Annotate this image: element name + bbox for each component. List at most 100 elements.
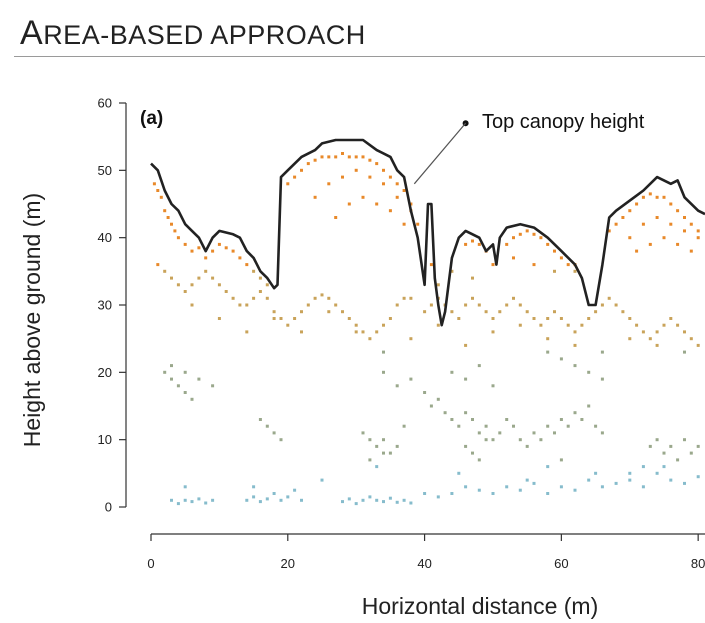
return-point xyxy=(347,317,351,320)
page-title: AREA-BASED APPROACH xyxy=(20,14,366,53)
return-point xyxy=(512,296,515,300)
return-point xyxy=(409,337,413,341)
x-tick-label: 20 xyxy=(281,556,295,571)
return-point xyxy=(183,391,187,394)
return-point xyxy=(683,481,686,485)
return-point xyxy=(498,310,502,314)
return-point xyxy=(409,202,413,206)
return-point xyxy=(532,232,536,236)
title-rest: REA-BASED APPROACH xyxy=(43,20,366,50)
return-point xyxy=(429,404,433,408)
return-point xyxy=(553,269,556,273)
return-point xyxy=(683,229,686,233)
return-point xyxy=(395,195,399,199)
return-point xyxy=(279,498,283,502)
return-point xyxy=(662,236,666,240)
return-point xyxy=(676,323,680,327)
return-point xyxy=(676,242,680,246)
return-point xyxy=(170,498,173,502)
return-point xyxy=(368,495,372,499)
return-point xyxy=(183,242,187,246)
return-point xyxy=(159,195,163,199)
return-point xyxy=(518,488,522,492)
return-point xyxy=(696,444,700,448)
return-point xyxy=(587,370,591,374)
return-point xyxy=(313,195,317,199)
return-point xyxy=(641,330,645,334)
return-point xyxy=(320,293,324,297)
return-point xyxy=(683,330,686,334)
return-point xyxy=(368,458,372,462)
return-point xyxy=(600,303,604,307)
return-point xyxy=(252,495,256,499)
return-point xyxy=(327,296,331,300)
return-point xyxy=(382,182,385,186)
y-tick-label: 60 xyxy=(98,96,112,111)
return-point xyxy=(375,498,379,502)
return-point xyxy=(573,330,577,334)
return-point xyxy=(553,310,556,314)
return-point xyxy=(258,500,262,504)
return-point xyxy=(347,155,351,159)
return-point xyxy=(382,323,385,327)
return-point xyxy=(361,195,365,199)
return-point xyxy=(464,411,468,415)
return-point xyxy=(696,343,700,347)
return-point xyxy=(505,303,509,307)
return-point xyxy=(313,158,317,162)
return-point xyxy=(546,465,550,469)
return-point xyxy=(211,249,215,253)
return-point xyxy=(655,330,659,334)
x-tick-label: 60 xyxy=(554,556,568,571)
return-point xyxy=(559,418,563,421)
return-point xyxy=(265,283,269,287)
return-point xyxy=(170,364,173,368)
return-point xyxy=(464,377,468,381)
return-point xyxy=(546,492,550,495)
return-point xyxy=(190,397,194,401)
return-point xyxy=(300,498,303,502)
return-point xyxy=(477,242,481,246)
return-point xyxy=(382,370,385,374)
return-point xyxy=(518,303,522,307)
return-point xyxy=(320,478,324,482)
return-point xyxy=(286,495,290,499)
return-point xyxy=(648,192,652,196)
return-point xyxy=(238,303,242,307)
return-point xyxy=(464,303,468,307)
return-point xyxy=(375,444,379,448)
return-point xyxy=(559,357,563,361)
return-point xyxy=(669,444,673,448)
return-point xyxy=(156,263,160,267)
return-point xyxy=(204,269,208,273)
return-point xyxy=(354,502,358,506)
return-point xyxy=(491,330,495,334)
return-point xyxy=(286,182,290,186)
return-point xyxy=(498,431,502,435)
return-point xyxy=(518,232,522,236)
return-point xyxy=(669,478,673,482)
return-point xyxy=(354,155,358,159)
return-point xyxy=(696,229,700,233)
return-point xyxy=(471,239,474,243)
return-point xyxy=(696,475,700,479)
return-point xyxy=(306,303,310,307)
return-point xyxy=(204,256,208,260)
return-point xyxy=(648,242,652,246)
return-point xyxy=(327,182,331,186)
return-point xyxy=(559,317,563,320)
return-point xyxy=(669,202,673,206)
return-point xyxy=(279,438,283,442)
return-point xyxy=(546,242,550,246)
return-point xyxy=(436,495,440,499)
return-point xyxy=(361,330,365,334)
annotation-layer: Top canopy height xyxy=(413,111,645,185)
return-point xyxy=(655,438,659,442)
return-point xyxy=(416,222,420,226)
return-point xyxy=(689,451,693,455)
return-point xyxy=(190,249,194,253)
return-point xyxy=(512,424,515,428)
return-point xyxy=(402,222,406,226)
return-point xyxy=(655,216,659,219)
return-points-layer xyxy=(152,152,700,506)
